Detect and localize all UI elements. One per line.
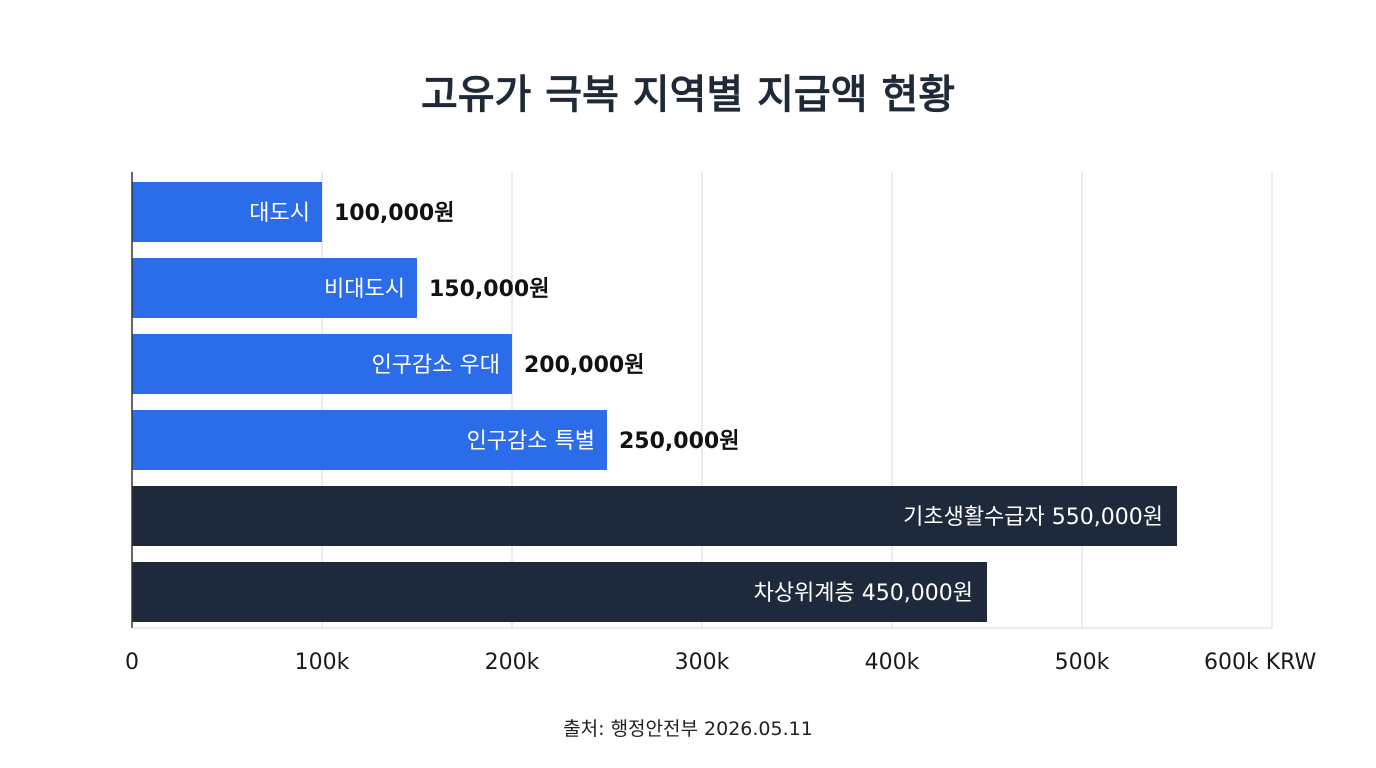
bar-value-label: 200,000원 <box>524 353 644 378</box>
source-note: 출처: 행정안전부 2026.05.11 <box>563 718 813 740</box>
grid-lines <box>131 172 1273 628</box>
x-tick-label: 400k <box>865 650 920 675</box>
bar <box>132 182 322 242</box>
x-axis: 0 100k 200k 300k 400k 500k 600k KRW <box>125 172 1317 675</box>
bar <box>132 334 512 394</box>
bar-category-value-label: 기초생활수급자 550,000원 <box>903 505 1163 530</box>
bar-category-label: 기초생활수급자 <box>903 505 1052 530</box>
bar-value-label: 150,000원 <box>429 277 549 302</box>
x-tick-label: 200k <box>485 650 540 675</box>
x-tick-label: 0 <box>125 650 139 675</box>
bar <box>132 486 1177 546</box>
x-tick-label: 600k KRW <box>1204 650 1317 675</box>
bar-value-label: 450,000원 <box>862 581 973 606</box>
chart-title: 고유가 극복 지역별 지급액 현황 <box>421 72 955 118</box>
bar-value-label: 100,000원 <box>334 201 454 226</box>
bar-category-label: 차상위계층 <box>754 581 862 606</box>
x-tick-label: 300k <box>675 650 730 675</box>
bar-category-label: 인구감소 우대 <box>372 353 500 378</box>
x-tick-label: 100k <box>295 650 350 675</box>
bar-category-label: 대도시 <box>249 201 310 226</box>
bar-category-label: 인구감소 특별 <box>467 429 595 454</box>
x-tick-label: 500k <box>1055 650 1110 675</box>
bar-category-value-label: 차상위계층 450,000원 <box>754 581 973 606</box>
bar <box>132 258 417 318</box>
bar-value-label: 550,000원 <box>1052 505 1163 530</box>
bar <box>132 410 607 470</box>
bar <box>132 562 987 622</box>
bar-category-label: 비대도시 <box>324 277 405 302</box>
bar-value-label: 250,000원 <box>619 429 739 454</box>
